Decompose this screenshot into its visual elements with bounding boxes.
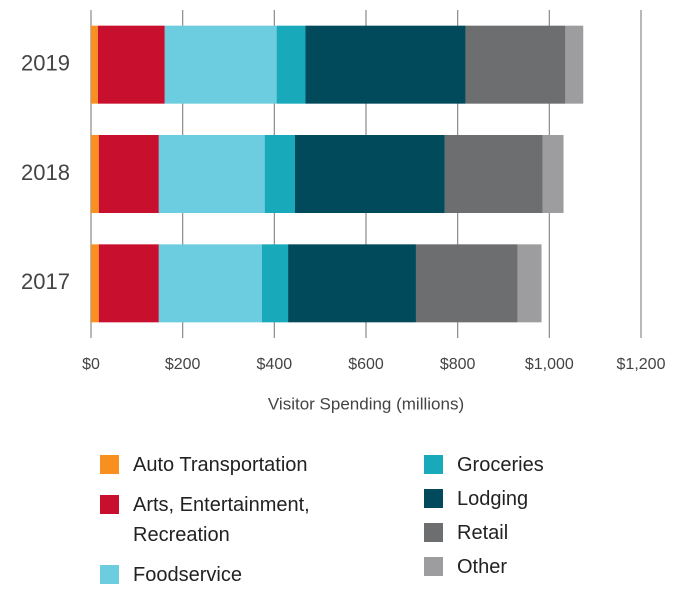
y-tick-label: 2018	[21, 160, 70, 185]
legend-swatch	[100, 495, 119, 514]
y-tick-label: 2017	[21, 269, 70, 294]
bar-segment	[517, 244, 542, 323]
legend-label: Other	[457, 556, 508, 578]
legend: Groceries Lodging Retail Other	[424, 450, 544, 586]
bar-segment	[98, 244, 159, 323]
bar-segment	[565, 25, 584, 104]
legend-item: Auto Transportation	[100, 450, 363, 480]
legend-item: Other	[424, 552, 544, 582]
x-tick-label: $200	[165, 356, 201, 373]
legend-item: Lodging	[424, 484, 544, 514]
y-tick-label: 2019	[21, 50, 70, 75]
x-tick-label: $1,000	[525, 356, 574, 373]
legend-swatch	[424, 523, 443, 542]
bar-segment	[91, 25, 98, 104]
bar-segment	[158, 244, 262, 323]
bar-segment	[444, 135, 543, 213]
legend-item: Retail	[424, 518, 544, 548]
bar-segment	[164, 25, 277, 104]
bar-segment	[305, 25, 466, 104]
bar-segment	[465, 25, 566, 104]
x-tick-label: $1,200	[617, 356, 666, 373]
legend-label: Foodservice	[133, 564, 242, 586]
page: {"chart_data": {"type": "stacked-bar-hor…	[21, 10, 666, 586]
bar-segment	[158, 135, 265, 213]
bar-segment	[98, 135, 159, 213]
bar-segment	[276, 25, 306, 104]
legend-label: Groceries	[457, 454, 544, 476]
x-axis-title: Visitor Spending (millions)	[268, 394, 464, 413]
legend: Auto Transportation Arts, Entertainment, …	[100, 450, 363, 600]
bar-segment	[261, 244, 289, 323]
bar-segment	[91, 135, 99, 213]
legend-swatch	[424, 557, 443, 576]
bar-segment	[294, 135, 445, 213]
legend-label: Arts, Entertainment, Recreation	[133, 494, 310, 546]
chart: Visitor Spending (millions) $0 $200 $400 $6…	[21, 10, 666, 413]
bar-segment	[91, 244, 99, 323]
legend-swatch	[424, 455, 443, 474]
bar-segment	[542, 135, 564, 213]
legend-label: Lodging	[457, 488, 529, 510]
bar-segment	[415, 244, 518, 323]
legend-swatch	[100, 565, 119, 584]
bar-segment	[264, 135, 295, 213]
x-tick-label: $600	[348, 356, 384, 373]
legend-swatch	[100, 455, 119, 474]
bar-segment	[97, 25, 165, 104]
legend-item: Groceries	[424, 450, 544, 480]
x-tick-label: $0	[82, 356, 100, 373]
legend-item: Arts, Entertainment, Recreation	[100, 490, 363, 550]
legend-label: Retail	[457, 522, 509, 544]
x-tick-label: $800	[440, 356, 476, 373]
legend-item: Foodservice	[100, 560, 363, 590]
legend-label: Auto Transportation	[133, 454, 308, 476]
x-tick-label: $400	[257, 356, 293, 373]
legend-swatch	[424, 489, 443, 508]
bar-segment	[288, 244, 416, 323]
